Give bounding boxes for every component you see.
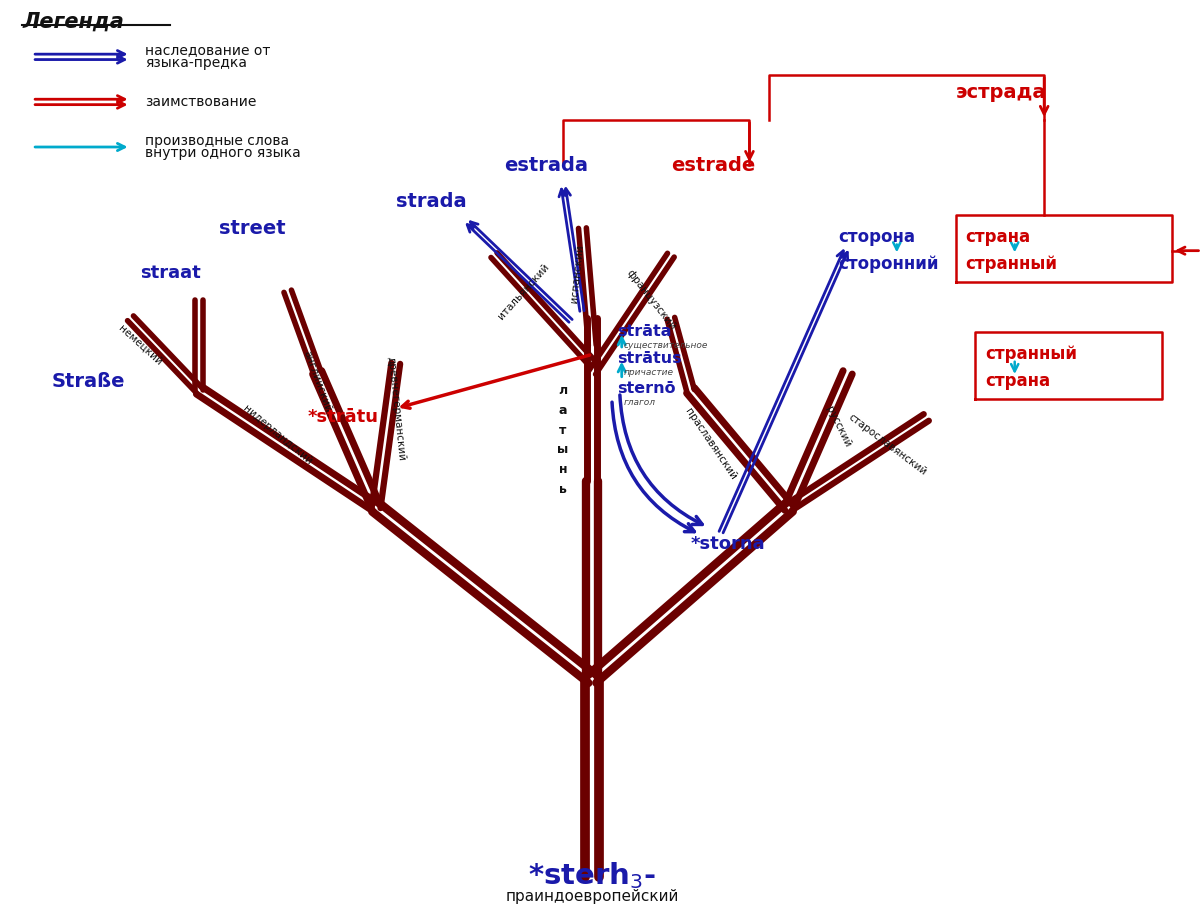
Text: нидерландский: нидерландский bbox=[241, 404, 314, 467]
Text: ь: ь bbox=[559, 483, 566, 496]
Text: страна: страна bbox=[966, 229, 1031, 246]
Text: итальянский: итальянский bbox=[496, 261, 551, 321]
Text: estrada: estrada bbox=[504, 155, 588, 174]
Text: Straße: Straße bbox=[52, 372, 126, 391]
Text: сторонний: сторонний bbox=[838, 255, 938, 273]
Text: праиндоевропейский: праиндоевропейский bbox=[505, 889, 679, 904]
Text: причастие: причастие bbox=[624, 368, 673, 377]
Text: strātus: strātus bbox=[617, 351, 682, 366]
Text: а: а bbox=[558, 404, 568, 416]
Text: н: н bbox=[558, 463, 568, 476]
Text: *storna: *storna bbox=[690, 534, 766, 552]
Text: заимствование: заимствование bbox=[145, 95, 257, 109]
Text: немецкий: немецкий bbox=[116, 323, 164, 367]
Text: л: л bbox=[558, 384, 568, 397]
Text: праславянский: праславянский bbox=[683, 407, 738, 483]
Text: Легенда: Легенда bbox=[23, 12, 125, 32]
Text: старославянский: старославянский bbox=[846, 412, 928, 477]
Text: странный: странный bbox=[985, 346, 1078, 364]
Text: estrade: estrade bbox=[671, 155, 755, 174]
Text: страна: страна bbox=[985, 373, 1050, 390]
Text: существительное: существительное bbox=[624, 341, 708, 350]
Text: ы: ы bbox=[557, 444, 569, 456]
Text: испанский: испанский bbox=[570, 244, 586, 303]
Text: английский: английский bbox=[301, 349, 332, 414]
Text: strada: strada bbox=[396, 191, 467, 210]
Text: т: т bbox=[559, 424, 566, 436]
Text: сторона: сторона bbox=[838, 229, 914, 246]
Text: эстрада: эстрада bbox=[955, 83, 1046, 102]
Text: русский: русский bbox=[823, 405, 852, 449]
Text: *sterh$_3$-: *sterh$_3$- bbox=[528, 860, 656, 891]
Text: straat: straat bbox=[140, 264, 202, 282]
Text: strāta: strāta bbox=[617, 325, 671, 339]
Text: глагол: глагол bbox=[624, 397, 655, 406]
Text: древнегерманский: древнегерманский bbox=[385, 356, 407, 462]
Text: производные слова: производные слова bbox=[145, 133, 289, 148]
Text: street: street bbox=[218, 219, 286, 238]
Text: языка-предка: языка-предка bbox=[145, 56, 247, 70]
Text: странный: странный bbox=[966, 255, 1057, 273]
Text: sternō: sternō bbox=[617, 381, 676, 396]
Text: *strātu: *strātu bbox=[307, 408, 378, 426]
Text: наследование от: наследование от bbox=[145, 44, 271, 57]
Text: внутри одного языка: внутри одного языка bbox=[145, 146, 301, 161]
Text: французский: французский bbox=[624, 268, 678, 332]
